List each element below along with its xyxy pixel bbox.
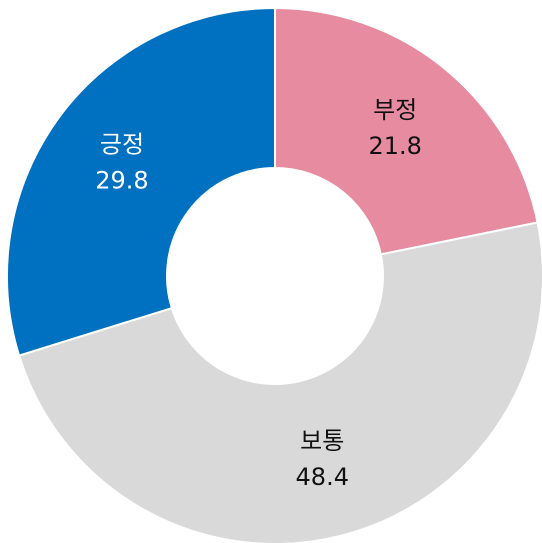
slice-label: 부정 [373, 96, 417, 124]
slice-value: 21.8 [368, 132, 421, 160]
donut-slice [274, 6, 539, 256]
donut-slice [17, 221, 542, 543]
slice-label: 보통 [300, 427, 344, 455]
slice-value: 48.4 [296, 463, 349, 491]
slice-value: 29.8 [95, 166, 148, 194]
slice-label: 긍정 [100, 130, 144, 158]
donut-slice [6, 6, 276, 357]
